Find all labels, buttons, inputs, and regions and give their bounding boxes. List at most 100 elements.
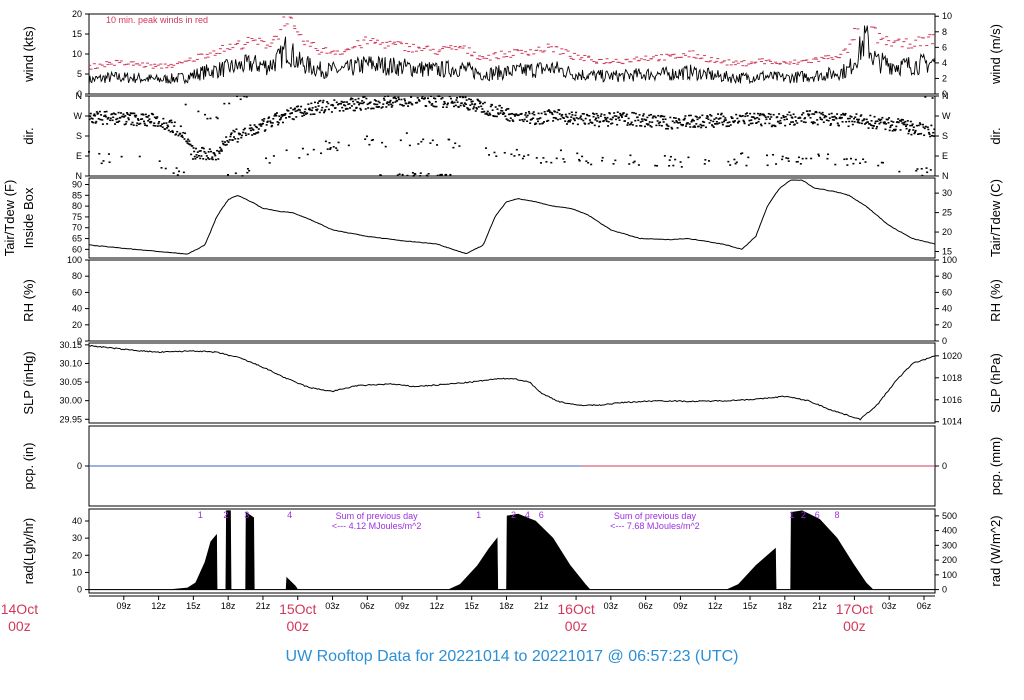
dir-point: [304, 108, 307, 111]
dir-point: [723, 119, 726, 121]
rad-hour-marker: 2: [801, 510, 806, 520]
dir-point: [156, 125, 159, 127]
dir-point: [811, 122, 814, 125]
dir-point: [248, 169, 251, 172]
rad-left-tick-label: 10: [72, 567, 82, 577]
dir-point: [889, 124, 892, 127]
dir-point: [405, 132, 408, 134]
dir-point: [807, 114, 810, 117]
dir-point: [693, 125, 696, 127]
dir-point: [455, 99, 458, 101]
dir-point: [700, 124, 703, 127]
dir-point: [851, 120, 854, 123]
dir-point: [215, 116, 218, 119]
dir-point: [406, 174, 409, 177]
dir-point: [273, 115, 276, 117]
dir-point: [274, 113, 277, 115]
rad-ylabel-right: rad (W/m^2): [988, 515, 1003, 586]
dir-point: [431, 102, 434, 105]
dir-point: [366, 103, 369, 106]
dir-point: [561, 113, 564, 116]
dir-point: [778, 122, 781, 125]
dir-point: [845, 158, 848, 160]
dir-point: [658, 124, 661, 127]
dir-point: [811, 113, 814, 115]
dir-point: [100, 162, 103, 165]
rad-right-tick-label: 100: [942, 570, 957, 580]
dir-point: [606, 116, 609, 119]
dir-point: [695, 123, 698, 125]
rad-sum-annotation: <--- 4.12 MJoules/m^2: [332, 521, 422, 531]
x-tick-label: 15z: [743, 601, 758, 611]
dir-point: [349, 98, 352, 101]
dir-point: [440, 173, 443, 176]
dir-point: [766, 154, 769, 157]
dir-point: [399, 139, 402, 142]
dir-point: [166, 124, 169, 127]
dir-point: [306, 153, 309, 156]
dir-point: [165, 122, 168, 124]
dir-point: [416, 96, 419, 99]
dir-point: [428, 101, 431, 104]
dir-point: [531, 112, 534, 115]
date-label-day: 15Oct: [279, 601, 316, 617]
rad-hour-marker: 3: [244, 510, 249, 520]
wind-left-tick-label: 10: [72, 49, 82, 59]
dir-point: [153, 122, 156, 124]
dir-point: [335, 101, 338, 104]
dir-point: [465, 99, 468, 101]
dir-point: [125, 120, 128, 123]
dir-point: [610, 118, 613, 121]
dir-right-tick-label: S: [942, 131, 948, 141]
dir-point: [387, 95, 390, 97]
dir-point: [892, 121, 895, 123]
wind-left-tick-label: 0: [77, 89, 82, 99]
rad-hour-marker: 6: [539, 510, 544, 520]
dir-point: [662, 118, 665, 121]
dir-point: [384, 95, 387, 98]
dir-point: [683, 118, 686, 121]
dir-point: [218, 152, 221, 155]
dir-point: [269, 121, 272, 124]
dir-point: [865, 122, 868, 124]
dir-point: [779, 119, 782, 122]
dir-point: [792, 113, 795, 116]
dir-point: [742, 119, 745, 122]
dir-point: [795, 161, 798, 163]
dir-point: [199, 157, 202, 160]
dir-point: [733, 120, 736, 122]
dir-point: [786, 113, 789, 116]
rad-right-tick-label: 200: [942, 555, 957, 565]
dir-point: [324, 140, 327, 143]
dir-point: [459, 104, 462, 107]
dir-point: [825, 119, 828, 121]
slp-right-tick-label: 1020: [942, 351, 962, 361]
dir-point: [115, 121, 118, 124]
dir-point: [342, 109, 345, 112]
dir-point: [630, 123, 633, 125]
dir-point: [138, 123, 141, 125]
dir-point: [263, 130, 266, 132]
slp-right-tick-label: 1018: [942, 373, 962, 383]
dir-point: [674, 158, 677, 161]
dir-point: [878, 122, 881, 125]
rad-hour-marker: 4: [287, 510, 292, 520]
pcp-ylabel-right: pcp. (mm): [988, 437, 1003, 496]
dir-point: [908, 130, 911, 132]
dir-point: [842, 112, 845, 115]
dir-point: [796, 160, 799, 163]
dir-point: [450, 101, 453, 104]
dir-point: [254, 125, 257, 128]
dir-point: [497, 113, 500, 115]
dir-point: [242, 128, 245, 131]
dir-point: [97, 112, 100, 115]
dir-point: [135, 124, 138, 127]
dir-point: [194, 158, 197, 160]
dir-point: [898, 119, 901, 122]
dir-point: [526, 114, 529, 117]
dir-point: [747, 124, 750, 126]
dir-point: [339, 103, 342, 105]
dir-point: [177, 134, 180, 137]
dir-point: [237, 137, 240, 140]
dir-point: [469, 104, 472, 106]
